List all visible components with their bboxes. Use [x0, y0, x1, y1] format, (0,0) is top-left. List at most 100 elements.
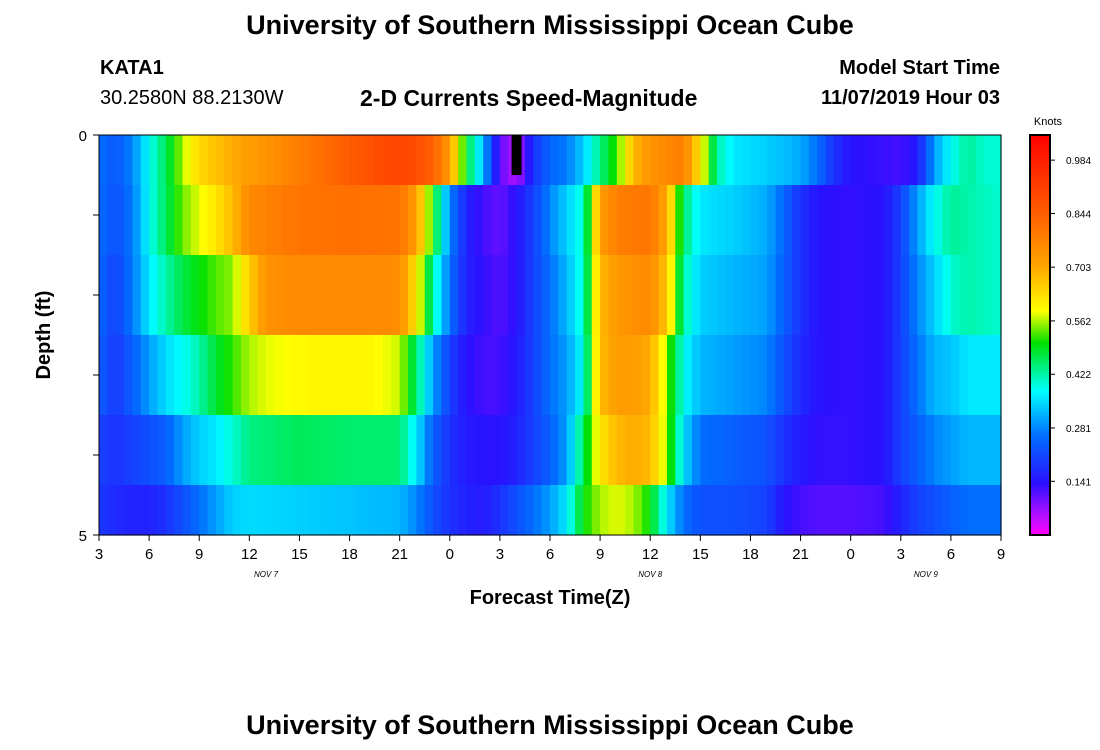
heatmap-cell — [282, 485, 292, 536]
heatmap-cell — [508, 485, 518, 536]
heatmap-cell — [249, 185, 259, 256]
heatmap-cell — [366, 185, 376, 256]
heatmap-cell — [282, 185, 292, 256]
heatmap-cell — [466, 135, 476, 186]
heatmap-cell — [366, 485, 376, 536]
heatmap-cell — [650, 485, 660, 536]
x-tick-label: 9 — [195, 546, 203, 563]
heatmap-cell — [207, 485, 217, 536]
heatmap-cell — [950, 255, 960, 336]
heatmap-cell — [733, 485, 743, 536]
heatmap-cell — [608, 415, 618, 486]
heatmap-cell — [900, 185, 910, 256]
heatmap-cell — [867, 415, 877, 486]
heatmap-cell — [449, 485, 459, 536]
heatmap-cell — [249, 255, 259, 336]
heatmap-cell — [149, 135, 159, 186]
heatmap-cell — [616, 135, 626, 186]
heatmap-cell — [174, 485, 184, 536]
heatmap-cell — [257, 185, 267, 256]
heatmap-cell — [282, 135, 292, 186]
heatmap-cell — [825, 335, 835, 416]
heatmap-cell — [984, 185, 994, 256]
heatmap-cell — [449, 185, 459, 256]
heatmap-cell — [842, 335, 852, 416]
heatmap-cell — [900, 135, 910, 186]
heatmap-cell — [600, 185, 610, 256]
heatmap-cell — [959, 415, 969, 486]
heatmap-cell — [925, 335, 935, 416]
heatmap-cell — [157, 415, 167, 486]
heatmap-cell — [992, 415, 1002, 486]
heatmap-cell — [975, 335, 985, 416]
heatmap-cell — [992, 335, 1002, 416]
heatmap-cell — [282, 255, 292, 336]
heatmap-cell — [583, 135, 593, 186]
heatmap-cell — [215, 255, 225, 336]
heatmap-cell — [800, 485, 810, 536]
heatmap-cell — [942, 485, 952, 536]
heatmap-cell — [934, 415, 944, 486]
heatmap-cell — [408, 415, 417, 486]
heatmap-cell — [441, 335, 451, 416]
heatmap-cell — [758, 135, 768, 186]
heatmap-cell — [399, 135, 409, 186]
heatmap-cell — [516, 485, 526, 536]
heatmap-cell — [99, 135, 108, 186]
heatmap-cell — [591, 415, 601, 486]
heatmap-cell — [775, 185, 785, 256]
heatmap-cell — [341, 415, 351, 486]
heatmap-cell — [633, 415, 643, 486]
heatmap-cell — [541, 335, 551, 416]
heatmap-cell — [391, 135, 401, 186]
heatmap-cell — [950, 335, 960, 416]
missing-cell — [511, 135, 522, 175]
heatmap-cell — [708, 135, 718, 186]
heatmap-cell — [332, 135, 342, 186]
y-axis-label: Depth (ft) — [33, 291, 55, 380]
heatmap-cell — [725, 335, 735, 416]
heatmap-cell — [341, 485, 351, 536]
heatmap-cell — [725, 255, 735, 336]
heatmap-cell — [591, 485, 601, 536]
heatmap-cell — [934, 485, 944, 536]
heatmap-cell — [842, 415, 852, 486]
x-tick-label: 0 — [846, 546, 854, 563]
heatmap-cell — [416, 485, 426, 536]
heatmap-cell — [875, 255, 885, 336]
x-tick-label: 21 — [391, 546, 408, 563]
heatmap-cell — [416, 415, 426, 486]
heatmap-cell — [416, 135, 426, 186]
heatmap-cell — [967, 185, 977, 256]
heatmap-cell — [675, 485, 685, 536]
heatmap-cell — [833, 415, 843, 486]
heatmap-cell — [558, 135, 568, 186]
heatmap-cell — [775, 255, 785, 336]
heatmap-cell — [274, 335, 284, 416]
heatmap-cell — [524, 335, 534, 416]
heatmap-cell — [967, 135, 977, 186]
heatmap-cell — [199, 485, 209, 536]
heatmap-cell — [666, 185, 676, 256]
heatmap-cell — [884, 185, 894, 256]
heatmap-cell — [399, 415, 409, 486]
heatmap-cell — [324, 415, 334, 486]
heatmap-cell — [959, 485, 969, 536]
heatmap-cell — [817, 485, 827, 536]
heatmap-cell — [416, 255, 426, 336]
heatmap-cell — [240, 485, 250, 536]
heatmap-cell — [625, 485, 635, 536]
heatmap-cell — [566, 255, 576, 336]
heatmap-cell — [441, 485, 451, 536]
heatmap-cell — [575, 485, 585, 536]
heatmap-cell — [374, 485, 384, 536]
heatmap-cell — [959, 135, 969, 186]
heatmap-cell — [140, 415, 150, 486]
heatmap-cell — [658, 185, 668, 256]
heatmap-cell — [382, 335, 392, 416]
heatmap-cell — [608, 185, 618, 256]
heatmap-cell — [115, 255, 125, 336]
heatmap-cell — [299, 185, 309, 256]
heatmap-cell — [600, 335, 610, 416]
heatmap-cell — [332, 335, 342, 416]
